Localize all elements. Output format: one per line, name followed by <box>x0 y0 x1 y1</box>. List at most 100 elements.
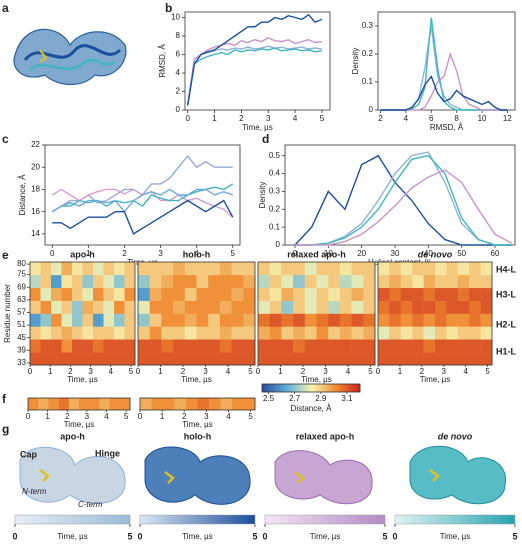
colorbar-tick-label: 5 <box>127 531 132 541</box>
x-tick-label: 5 <box>231 249 236 258</box>
colorbar-segment <box>288 384 291 392</box>
colorbar-segment <box>343 384 346 392</box>
heat-cell <box>351 326 364 340</box>
heat-cell <box>184 313 197 327</box>
heat-cell <box>103 262 115 276</box>
heat-cell <box>412 274 424 289</box>
colorbar-tick-label: 2.9 <box>315 394 327 403</box>
heat-cell <box>304 313 317 327</box>
heat-cell <box>423 326 436 340</box>
heat-cell <box>149 326 162 340</box>
heat-cell <box>173 287 186 301</box>
heat-cell <box>304 326 317 340</box>
heat-cell <box>480 262 493 276</box>
colorbar-segment <box>297 384 300 392</box>
heat-cell <box>480 274 493 289</box>
colorbar-tick-label: 2.7 <box>289 394 301 403</box>
colorbar-tick-label: 0 <box>262 531 267 541</box>
heat-cell <box>93 313 104 327</box>
strip-cell <box>220 398 233 410</box>
heat-cell <box>93 274 104 289</box>
panel-label: d <box>262 132 269 146</box>
heatmap-frame <box>377 261 493 366</box>
colorbar-segment <box>271 384 274 392</box>
heat-cell <box>196 326 209 340</box>
colorbar-tick-label: 0 <box>137 531 142 541</box>
heat-cell <box>82 352 94 366</box>
x-axis-label: Time, µs <box>420 375 451 384</box>
heat-cell <box>258 352 270 366</box>
heat-cell <box>219 262 232 276</box>
x-tick-label: 2 <box>239 114 244 123</box>
heat-cell <box>293 326 306 340</box>
panel-label: b <box>165 1 172 15</box>
heat-cell <box>93 339 104 353</box>
heat-cell <box>61 352 73 366</box>
helix-label: H4-L <box>496 264 517 274</box>
heat-cell <box>30 262 41 276</box>
heat-cell <box>328 339 341 353</box>
heat-cell <box>51 287 62 301</box>
heat-cell <box>389 352 402 366</box>
y-tick-label: 75 <box>17 270 26 279</box>
x-tick-label: 2 <box>301 367 306 376</box>
heat-cell <box>258 300 270 314</box>
heat-cell <box>435 262 447 276</box>
heat-cell <box>389 287 402 301</box>
x-tick-label: 40 <box>424 249 433 258</box>
colorbar-segment <box>333 384 336 392</box>
heat-cell <box>173 313 186 327</box>
x-tick-label: 1 <box>48 367 53 376</box>
heat-cell <box>269 262 282 276</box>
colorbar-segment <box>340 384 343 392</box>
heat-cell <box>435 287 447 301</box>
heat-cell <box>61 262 73 276</box>
heat-cell <box>72 262 83 276</box>
heat-cell <box>149 262 162 276</box>
heat-cell <box>114 339 125 353</box>
heatmap-title: de novo <box>418 249 453 259</box>
colorbar-segment <box>307 384 310 392</box>
heat-cell <box>446 326 459 340</box>
x-tick-label: 4 <box>104 412 109 421</box>
series-line <box>187 37 322 106</box>
heat-cell <box>412 339 424 353</box>
strip-cell <box>243 398 256 410</box>
heat-cell <box>469 300 481 314</box>
x-tick-label: 60 <box>491 249 500 258</box>
heat-cell <box>258 313 270 327</box>
heat-cell <box>243 339 256 353</box>
heat-cell <box>293 352 306 366</box>
heat-cell <box>103 352 115 366</box>
heat-cell <box>40 287 52 301</box>
colorbar-segment <box>266 384 269 392</box>
structures-g <box>19 445 506 505</box>
colorbar-segment <box>281 384 284 392</box>
x-axis-label: Time, µs <box>67 375 98 384</box>
x-tick-label: 4 <box>226 412 231 421</box>
heat-cell <box>389 274 402 289</box>
series-line <box>294 154 512 246</box>
x-tick-label: 4 <box>226 367 231 376</box>
colorbar-segment <box>311 384 313 392</box>
heat-cell <box>161 339 174 353</box>
heat-cell <box>243 287 256 301</box>
heat-cell <box>124 300 136 314</box>
y-tick-label: 22 <box>31 140 40 149</box>
x-tick-label: 0 <box>376 367 381 376</box>
heat-cell <box>400 262 413 276</box>
series-line <box>187 47 323 106</box>
colorbar-segment <box>353 384 356 392</box>
heat-cell <box>219 274 232 289</box>
heat-cell <box>173 326 186 340</box>
heat-cell <box>243 300 256 314</box>
colorbar-segment <box>309 384 312 392</box>
heat-cell <box>124 262 136 276</box>
heat-cell <box>446 262 459 276</box>
heat-cell <box>435 274 447 289</box>
heat-cell <box>219 300 232 314</box>
heat-cell <box>293 274 306 289</box>
heat-cell <box>363 313 376 327</box>
heat-cell <box>40 352 52 366</box>
heat-cell <box>469 262 481 276</box>
